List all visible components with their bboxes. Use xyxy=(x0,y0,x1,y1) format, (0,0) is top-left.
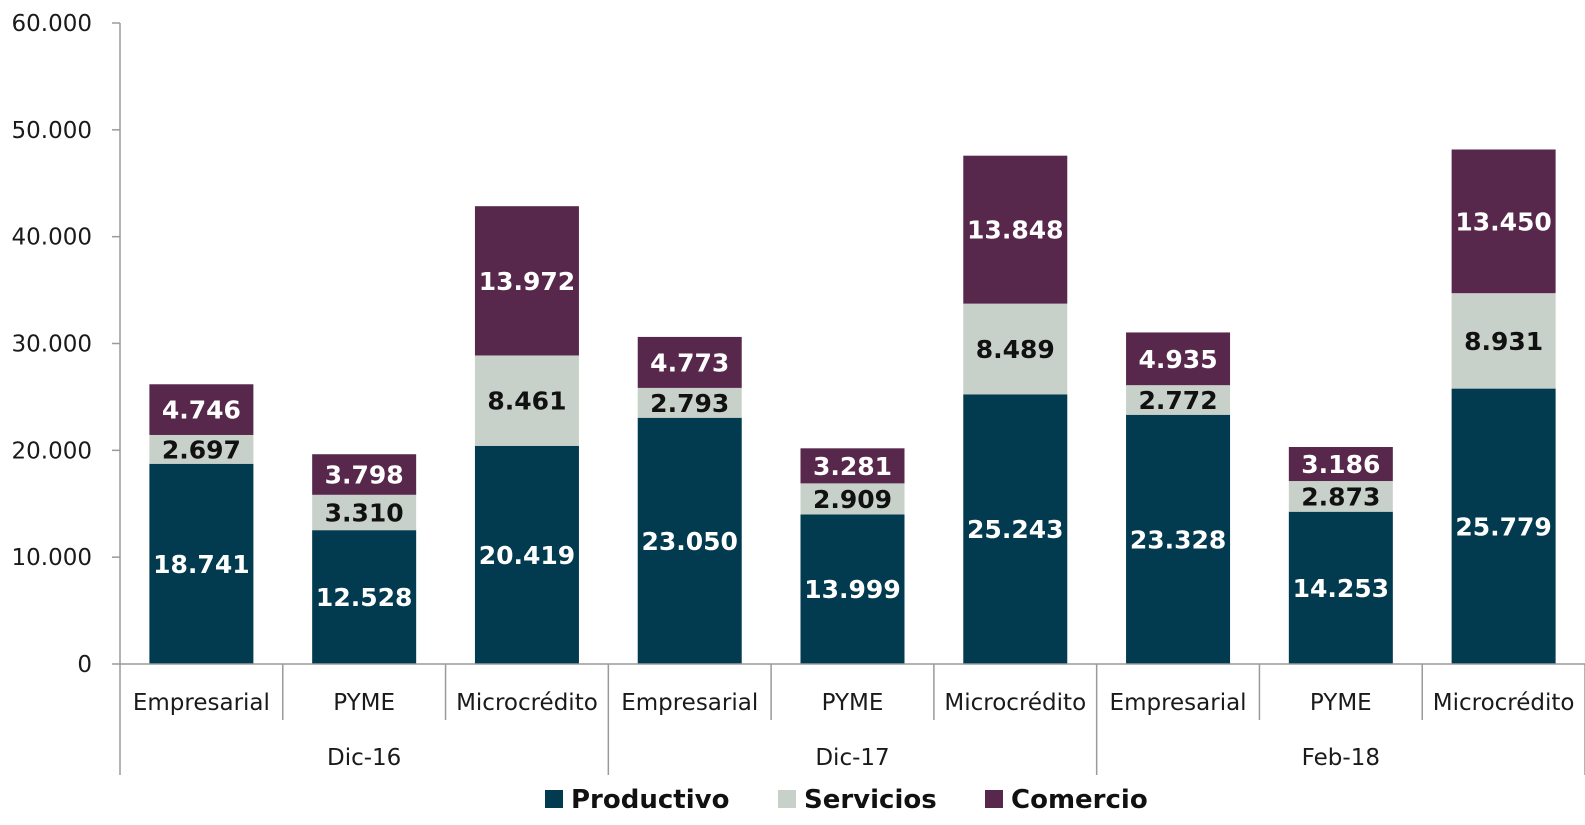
bar-segment-productivo xyxy=(312,530,417,664)
bar-segment-comercio xyxy=(637,336,742,388)
bar-segment-comercio xyxy=(1288,447,1393,482)
x-category-label: Microcrédito xyxy=(1433,690,1575,716)
data-label: 13.972 xyxy=(479,267,575,296)
bar-segment-servicios xyxy=(312,494,417,531)
bar-segment-servicios xyxy=(963,303,1068,395)
y-axis: 0 10.000 20.000 30.000 40.000 50.000 60.000 xyxy=(12,11,121,678)
y-tick-label: 0 xyxy=(77,652,92,678)
data-label: 25.243 xyxy=(967,515,1063,544)
bar-segment-servicios xyxy=(1451,293,1556,389)
data-label: 23.050 xyxy=(641,527,737,556)
data-label: 3.310 xyxy=(325,498,404,527)
bar-segment-productivo xyxy=(637,417,742,664)
x-axis: Empresarial PYME Microcrédito Empresarial PY… xyxy=(119,663,1585,775)
x-group-label: Feb-18 xyxy=(1302,745,1380,771)
y-tick-label: 30.000 xyxy=(12,332,92,358)
data-label: 8.931 xyxy=(1464,327,1543,356)
bar-segment-comercio xyxy=(1451,149,1556,294)
data-label: 14.253 xyxy=(1293,574,1389,603)
bar-segment-productivo xyxy=(1288,511,1393,664)
x-category-label: PYME xyxy=(333,690,395,716)
data-label: 23.328 xyxy=(1130,525,1226,554)
legend-label: Productivo xyxy=(571,785,729,815)
x-group-label: Dic-17 xyxy=(815,745,889,771)
bar-segment-comercio xyxy=(1126,332,1231,386)
data-label: 2.793 xyxy=(650,389,729,418)
data-label: 2.697 xyxy=(162,435,241,464)
bar-segment-servicios xyxy=(149,434,254,464)
x-category-label: Microcrédito xyxy=(456,690,598,716)
bar-segment-productivo xyxy=(800,514,905,664)
data-label: 25.779 xyxy=(1455,512,1551,541)
legend: Productivo Servicios Comercio xyxy=(545,785,1148,815)
bar-segment-servicios xyxy=(474,355,579,446)
bar-segment-productivo xyxy=(474,445,579,664)
bar-segment-comercio xyxy=(149,384,254,435)
bar-segment-comercio xyxy=(474,206,579,356)
bar-segment-comercio xyxy=(800,448,905,484)
y-tick-label: 40.000 xyxy=(12,225,92,251)
data-label: 4.935 xyxy=(1139,345,1218,374)
data-label: 3.186 xyxy=(1301,450,1380,479)
bar-segment-productivo xyxy=(1126,414,1231,664)
x-category-label: Empresarial xyxy=(133,690,270,716)
data-label: 2.772 xyxy=(1139,386,1218,415)
bar-segment-servicios xyxy=(637,387,742,418)
bar-segment-productivo xyxy=(963,394,1068,664)
legend-label: Servicios xyxy=(804,785,937,815)
legend-swatch-servicios xyxy=(778,790,796,808)
bar-segment-servicios xyxy=(1126,385,1231,415)
x-category-label: Empresarial xyxy=(1110,690,1247,716)
data-label: 13.999 xyxy=(804,575,900,604)
y-tick-label: 20.000 xyxy=(12,438,92,464)
bar-segment-productivo xyxy=(1451,388,1556,664)
data-label: 3.798 xyxy=(325,461,404,490)
x-category-label: Microcrédito xyxy=(944,690,1086,716)
bar-segment-productivo xyxy=(149,463,254,664)
x-group-label: Dic-16 xyxy=(327,745,401,771)
legend-swatch-comercio xyxy=(985,790,1003,808)
data-label: 8.489 xyxy=(976,335,1055,364)
bar-segment-comercio xyxy=(963,155,1068,304)
bar-segment-servicios xyxy=(800,483,905,515)
data-label: 13.848 xyxy=(967,216,1063,245)
data-label: 8.461 xyxy=(487,387,566,416)
legend-label: Comercio xyxy=(1011,785,1148,815)
x-category-label: PYME xyxy=(1310,690,1372,716)
data-label: 18.741 xyxy=(153,550,249,579)
data-label: 3.281 xyxy=(813,452,892,481)
data-label: 4.746 xyxy=(162,396,241,425)
x-category-label: PYME xyxy=(822,690,884,716)
x-category-label: Empresarial xyxy=(621,690,758,716)
data-label: 13.450 xyxy=(1455,207,1551,236)
y-tick-label: 10.000 xyxy=(12,545,92,571)
bars: 18.741 2.697 4.746 12.528 3.310 3.798 20.419 8.… xyxy=(149,149,1556,664)
data-label: 4.773 xyxy=(650,348,729,377)
legend-swatch-productivo xyxy=(545,790,563,808)
data-label: 12.528 xyxy=(316,583,412,612)
data-label: 20.419 xyxy=(479,541,575,570)
bar-segment-comercio xyxy=(312,454,417,495)
data-label: 2.873 xyxy=(1301,482,1380,511)
data-label: 2.909 xyxy=(813,485,892,514)
y-tick-label: 50.000 xyxy=(12,118,92,144)
y-tick-label: 60.000 xyxy=(12,11,92,37)
bar-segment-servicios xyxy=(1288,481,1393,512)
